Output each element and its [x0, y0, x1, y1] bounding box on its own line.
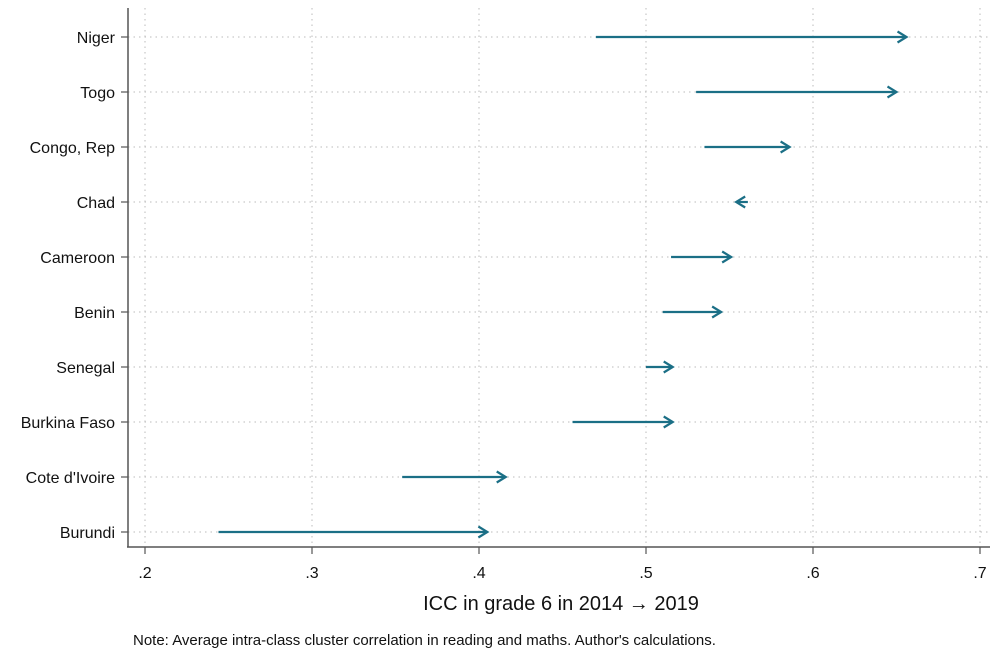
y-tick-label: Burundi [60, 525, 115, 542]
chart-note: Note: Average intra-class cluster correl… [133, 632, 716, 649]
arrow-benin [662, 305, 724, 319]
arrow-togo [696, 85, 899, 99]
arrow-head [711, 305, 724, 319]
x-tick-label: .3 [305, 565, 318, 582]
x-tick-label: .6 [806, 565, 819, 582]
arrow-burundi [218, 525, 490, 539]
gridlines [128, 8, 990, 547]
arrow-head [896, 30, 909, 44]
arrow-cote-d-ivoire [402, 470, 508, 484]
arrow-head [663, 415, 675, 429]
arrow-head [496, 470, 508, 484]
y-tick-label: Congo, Rep [30, 140, 115, 157]
y-tick-label: Burkina Faso [21, 415, 115, 432]
y-tick-labels: Niger Togo Congo, Rep Chad Cameroon Benin Sene… [21, 30, 128, 542]
arrow-head [477, 525, 490, 539]
arrow-head [780, 140, 792, 154]
arrow-head [721, 250, 734, 264]
arrow-head [663, 360, 675, 374]
y-tick-label: Senegal [56, 360, 115, 377]
y-tick-label: Niger [77, 30, 116, 47]
x-tick-label: .7 [973, 565, 986, 582]
arrow-chad [734, 195, 748, 209]
y-tick-label: Benin [74, 305, 115, 322]
arrow-head [886, 85, 899, 99]
x-tick-label: .5 [639, 565, 652, 582]
y-tick-label: Chad [77, 195, 115, 212]
x-axis-title: ICC in grade 6 in 2014 → 2019 [423, 593, 699, 615]
y-tick-label: Togo [80, 85, 115, 102]
arrow-congo-rep [704, 140, 792, 154]
x-tick-label: .2 [138, 565, 151, 582]
arrow-head [734, 195, 746, 209]
arrow-niger [595, 30, 909, 44]
y-tick-label: Cote d'Ivoire [26, 470, 115, 487]
arrow-senegal [646, 360, 675, 374]
arrow-cameroon [671, 250, 734, 264]
arrow-burkina-faso [572, 415, 675, 429]
x-tick-label: .4 [472, 565, 485, 582]
arrows [218, 30, 909, 539]
y-tick-label: Cameroon [40, 250, 115, 267]
x-tick-labels: .2 .3 .4 .5 .6 .7 [138, 547, 987, 582]
